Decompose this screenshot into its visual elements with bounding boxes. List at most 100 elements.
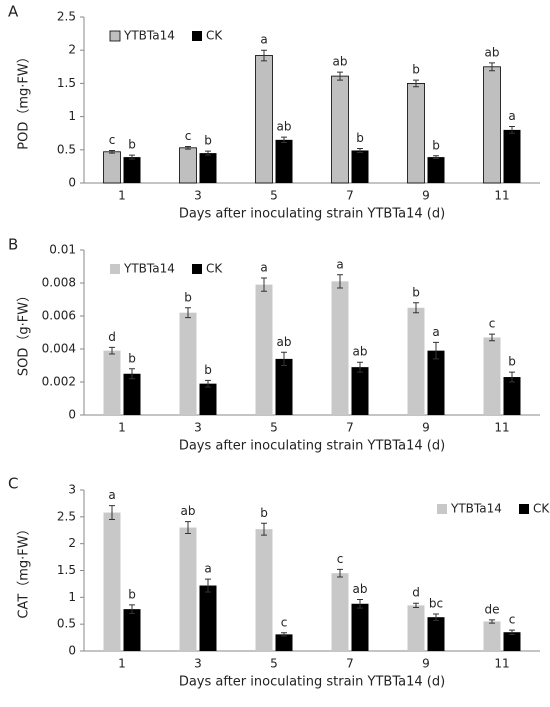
error-bar	[413, 302, 419, 314]
y-tick-label: 3	[68, 483, 76, 497]
y-tick-label: 2	[68, 43, 76, 57]
bar	[407, 307, 425, 415]
legend-swatch	[192, 31, 202, 41]
significance-letter: b	[432, 138, 440, 152]
bar	[179, 312, 197, 415]
legend-swatch	[109, 30, 121, 42]
bar	[103, 512, 121, 651]
significance-letter: bc	[429, 596, 443, 610]
error-bar	[509, 371, 515, 383]
bar	[255, 529, 273, 651]
error-bar	[433, 613, 439, 621]
bar	[427, 617, 445, 651]
bar	[331, 281, 349, 415]
bar	[351, 150, 369, 183]
x-tick-label: 1	[118, 189, 126, 203]
significance-letter: c	[489, 317, 496, 331]
error-bar	[205, 379, 211, 388]
y-tick-label: 1	[68, 109, 76, 123]
error-bar	[357, 147, 363, 153]
bar	[351, 367, 369, 415]
significance-letter: ab	[277, 120, 292, 134]
y-axis-label: POD（mg·FW）	[17, 50, 32, 149]
bar	[331, 573, 349, 651]
bar	[199, 153, 217, 183]
error-bar	[261, 522, 267, 536]
error-bar	[357, 598, 363, 609]
bar	[503, 377, 521, 415]
legend-label: CK	[533, 502, 550, 516]
x-tick-label: 11	[494, 657, 509, 671]
y-tick-label: 0.5	[57, 617, 76, 631]
x-tick-label: 7	[346, 189, 354, 203]
y-tick-label: 0	[68, 176, 76, 190]
significance-letter: b	[128, 587, 136, 601]
legend-label: CK	[206, 262, 223, 276]
bar	[199, 383, 217, 415]
bar	[351, 603, 369, 651]
bar	[483, 621, 501, 651]
significance-letter: b	[412, 285, 420, 299]
bar	[255, 284, 273, 415]
panel-label: C	[8, 475, 18, 493]
error-bar	[261, 277, 267, 292]
error-bar	[109, 505, 115, 521]
significance-letter: ab	[333, 55, 348, 69]
x-tick-label: 3	[194, 189, 202, 203]
bar	[503, 632, 521, 651]
panel-label: A	[8, 3, 19, 21]
significance-letter: c	[185, 129, 192, 143]
y-tick-label: 2.5	[57, 10, 76, 24]
bar	[407, 83, 425, 184]
legend-swatch	[437, 504, 447, 514]
bar	[123, 157, 141, 183]
significance-letter: ab	[277, 335, 292, 349]
significance-letter: c	[509, 613, 516, 627]
x-axis-label: Days after inoculating strain YTBTa14 (d…	[179, 207, 445, 222]
significance-letter: de	[485, 602, 500, 616]
y-tick-label: 2.5	[57, 509, 76, 523]
bar	[123, 609, 141, 651]
panel-label: B	[8, 236, 18, 254]
legend-label: YTBTa14	[450, 502, 502, 516]
error-bar	[337, 274, 343, 289]
bar	[199, 585, 217, 651]
y-tick-label: 0.008	[42, 276, 76, 290]
x-tick-label: 5	[270, 657, 278, 671]
bar	[103, 151, 121, 184]
error-bar	[129, 368, 135, 380]
bar	[483, 337, 501, 415]
bar	[179, 527, 197, 651]
error-bar	[509, 629, 515, 635]
bar	[255, 55, 273, 184]
x-tick-label: 5	[270, 421, 278, 435]
y-axis-label: CAT（mg·FW）	[17, 522, 32, 618]
error-bar	[109, 346, 115, 355]
y-tick-label: 1	[68, 590, 76, 604]
significance-letter: a	[204, 562, 211, 576]
significance-letter: c	[281, 615, 288, 629]
legend-swatch	[519, 504, 529, 514]
legend-swatch	[110, 264, 120, 274]
x-tick-label: 9	[422, 421, 430, 435]
significance-letter: a	[336, 257, 343, 271]
bar	[179, 147, 197, 184]
significance-letter: b	[204, 134, 212, 148]
bar	[407, 605, 425, 651]
bar	[503, 129, 521, 183]
significance-letter: b	[204, 363, 212, 377]
x-tick-label: 7	[346, 421, 354, 435]
error-bar	[337, 568, 343, 578]
y-tick-label: 0.006	[42, 309, 76, 323]
y-tick-label: 2	[68, 536, 76, 550]
significance-letter: b	[508, 355, 516, 369]
significance-letter: d	[412, 586, 420, 600]
bar	[275, 358, 293, 415]
error-bar	[129, 604, 135, 614]
significance-letter: ab	[181, 504, 196, 518]
error-bar	[489, 62, 495, 72]
error-bar	[413, 79, 419, 88]
y-tick-label: 1.5	[57, 563, 76, 577]
significance-letter: a	[108, 488, 115, 502]
significance-letter: b	[356, 131, 364, 145]
